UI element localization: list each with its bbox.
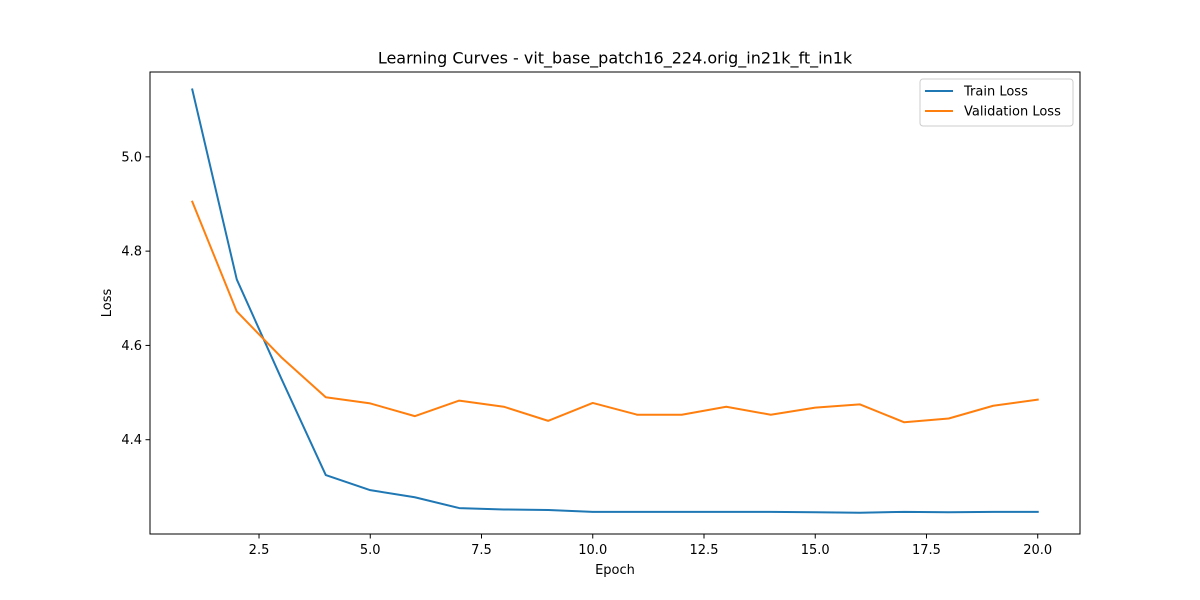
chart-title: Learning Curves - vit_base_patch16_224.o… [378,49,853,69]
y-axis-label: Loss [100,289,115,318]
x-tick-label: 5.0 [360,543,381,558]
x-tick-label: 20.0 [1023,543,1052,558]
legend: Train Loss Validation Loss [919,78,1074,127]
series-line-validation-loss [190,200,1039,424]
x-tick-label: 17.5 [912,543,941,558]
series-line-train-loss [191,88,1039,514]
x-tick-label: 15.0 [801,543,830,558]
x-tick-label: 10.0 [578,543,607,558]
y-axis-ticks: 4.4 4.6 4.8 5.0 [121,150,150,448]
legend-label-validation-loss: Validation Loss [964,105,1061,120]
y-tick-label: 4.4 [121,433,142,448]
x-axis-ticks: 2.5 5.0 7.5 10.0 12.5 15.0 17.5 20.0 [249,534,1052,558]
x-tick-label: 12.5 [690,543,719,558]
legend-label-train-loss: Train Loss [963,85,1028,100]
y-tick-label: 4.6 [121,339,142,354]
x-tick-label: 7.5 [471,543,492,558]
y-tick-label: 4.8 [121,245,142,260]
plot-frame [149,71,1081,535]
series-layer [190,88,1039,514]
x-tick-label: 2.5 [249,543,270,558]
x-axis-label: Epoch [595,563,635,578]
legend-box [919,78,1074,127]
y-tick-label: 5.0 [121,150,142,165]
plot-area [150,72,1080,534]
